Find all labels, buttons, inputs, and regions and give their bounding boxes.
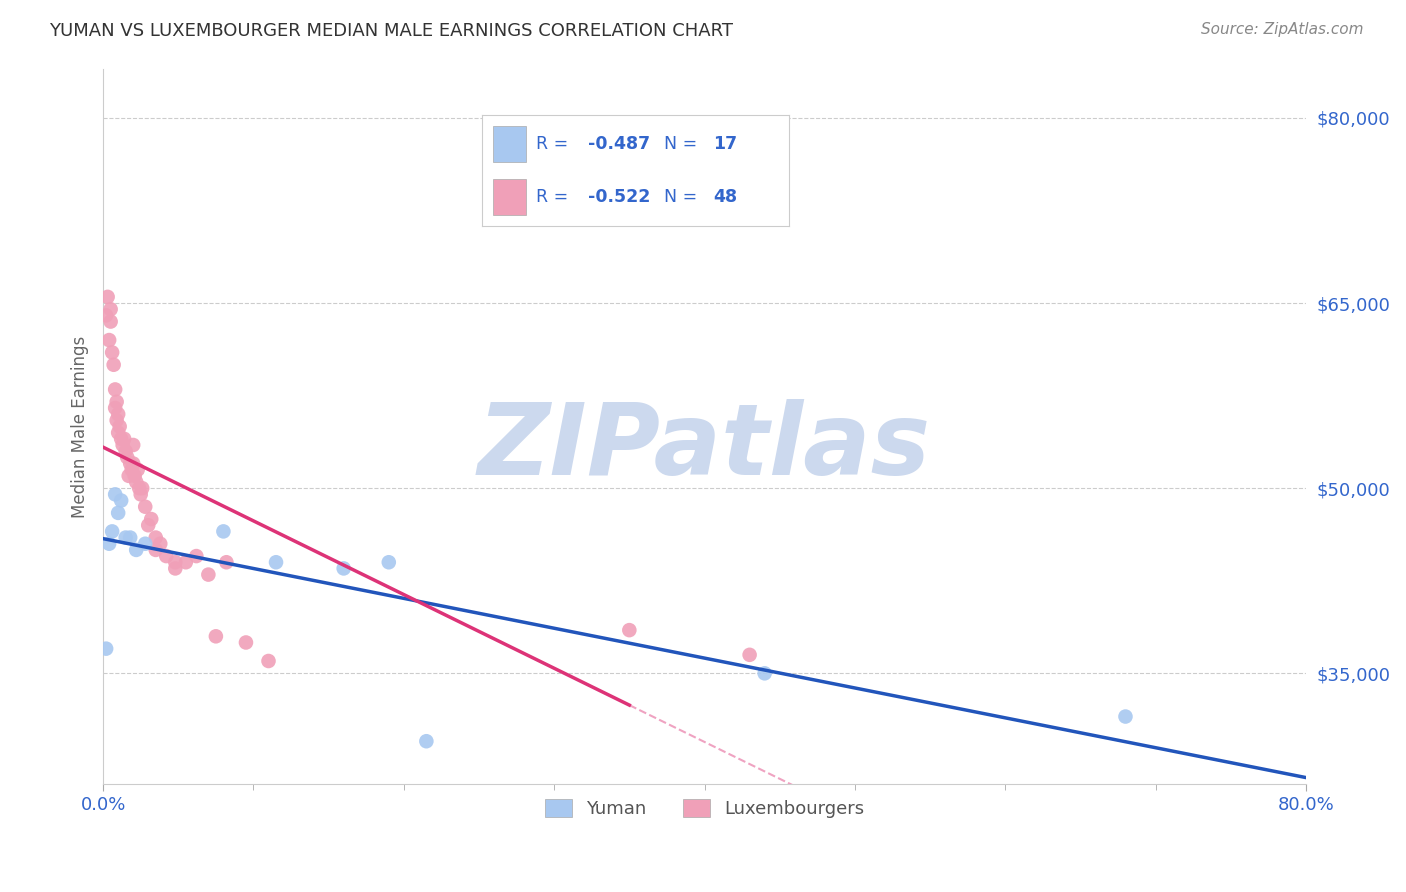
Point xyxy=(415,734,437,748)
Point xyxy=(103,358,125,372)
Point xyxy=(107,407,129,421)
Point xyxy=(101,345,124,359)
Point xyxy=(107,425,129,440)
Point xyxy=(94,309,117,323)
Point xyxy=(98,537,121,551)
Point xyxy=(105,413,128,427)
Point xyxy=(754,666,776,681)
Point xyxy=(115,450,138,465)
Point xyxy=(125,542,148,557)
Point xyxy=(1114,709,1136,723)
Point xyxy=(112,432,135,446)
Point xyxy=(107,506,129,520)
Point xyxy=(129,487,152,501)
Legend: Yuman, Luxembourgers: Yuman, Luxembourgers xyxy=(537,792,872,825)
Point xyxy=(104,401,127,415)
Point xyxy=(104,487,127,501)
Point xyxy=(124,468,146,483)
Point xyxy=(332,561,354,575)
Point xyxy=(145,531,167,545)
Point xyxy=(110,432,132,446)
Text: Source: ZipAtlas.com: Source: ZipAtlas.com xyxy=(1201,22,1364,37)
Point xyxy=(149,537,172,551)
Point xyxy=(98,333,121,347)
Point xyxy=(108,419,131,434)
Point xyxy=(121,463,143,477)
Point xyxy=(186,549,208,563)
Y-axis label: Median Male Earnings: Median Male Earnings xyxy=(72,335,89,517)
Point xyxy=(127,463,149,477)
Text: YUMAN VS LUXEMBOURGER MEDIAN MALE EARNINGS CORRELATION CHART: YUMAN VS LUXEMBOURGER MEDIAN MALE EARNIN… xyxy=(49,22,733,40)
Point xyxy=(738,648,761,662)
Point xyxy=(104,383,127,397)
Point xyxy=(131,481,153,495)
Point xyxy=(125,475,148,489)
Point xyxy=(197,567,219,582)
Point xyxy=(155,549,177,563)
Point xyxy=(141,512,163,526)
Point xyxy=(101,524,124,539)
Point xyxy=(111,438,134,452)
Point xyxy=(94,641,117,656)
Point xyxy=(264,555,287,569)
Text: ZIPatlas: ZIPatlas xyxy=(478,400,931,497)
Point xyxy=(128,481,150,495)
Point xyxy=(145,542,167,557)
Point xyxy=(212,524,235,539)
Point xyxy=(114,444,136,458)
Point xyxy=(165,555,187,569)
Point xyxy=(120,531,142,545)
Point xyxy=(134,500,156,514)
Point xyxy=(235,635,257,649)
Point xyxy=(122,457,145,471)
Point xyxy=(114,531,136,545)
Point xyxy=(205,629,228,643)
Point xyxy=(120,457,142,471)
Point xyxy=(165,561,187,575)
Point xyxy=(97,290,120,304)
Point xyxy=(215,555,238,569)
Point xyxy=(122,438,145,452)
Point xyxy=(378,555,401,569)
Point xyxy=(257,654,280,668)
Point xyxy=(105,394,128,409)
Point xyxy=(100,302,122,317)
Point xyxy=(134,537,156,551)
Point xyxy=(110,493,132,508)
Point xyxy=(118,468,141,483)
Point xyxy=(136,518,159,533)
Point xyxy=(174,555,197,569)
Point xyxy=(619,623,641,637)
Point xyxy=(100,314,122,328)
